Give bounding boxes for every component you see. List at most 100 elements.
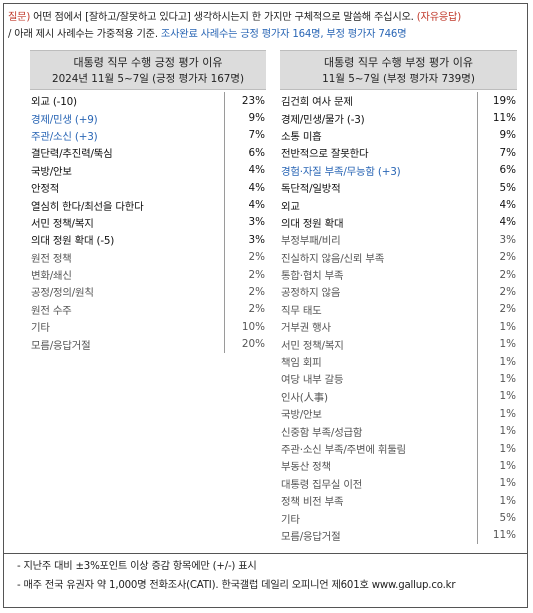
list-item: 공정/정의/원칙 2%	[30, 283, 266, 301]
reason-label: 원전 수주	[31, 304, 72, 317]
list-item: 기타 10%	[30, 318, 266, 336]
reason-label: 모름/응답거절	[31, 339, 91, 352]
list-item: 부동산 정책 1%	[280, 457, 517, 475]
list-item: 서민 정책/복지 3%	[30, 213, 266, 232]
list-item: 공정하지 않음 2%	[280, 283, 517, 301]
reason-label: 서민 정책/복지	[281, 339, 344, 352]
reason-percent: 2%	[477, 265, 517, 284]
reason-percent: 2%	[224, 248, 266, 266]
list-item: 책임 회피 1%	[280, 352, 517, 371]
reason-percent: 10%	[224, 318, 266, 336]
reason-label: 김건희 여사 문제	[281, 96, 353, 109]
footer-note-source: - 매주 전국 유권자 약 1,000명 전화조사(CATI). 한국갤럽 데일…	[17, 580, 456, 591]
reason-percent: 6%	[224, 144, 266, 162]
list-item: 안정적 4%	[30, 178, 266, 197]
list-item: 모름/응답거절 11%	[280, 526, 517, 545]
negative-panel-subtitle: 11월 5~7일 (부정 평가자 739명)	[322, 73, 475, 85]
reason-label: 통합·협치 부족	[281, 270, 344, 283]
reason-label: 의대 정원 확대	[281, 217, 344, 230]
reason-percent: 4%	[477, 196, 517, 214]
list-item: 기타 5%	[280, 509, 517, 527]
list-item: 원전 수주 2%	[30, 300, 266, 319]
report-frame	[3, 3, 528, 608]
positive-reasons-list: 외교 (-10) 23% 경제/민생 (+9) 9% 주관/소신 (+3) 7% 결단력/추…	[30, 92, 266, 353]
reason-label: 주관·소신 부족/주변에 휘둘림	[281, 444, 406, 456]
reason-label: 대통령 집무실 이전	[281, 478, 363, 491]
question-note: / 아래 제시 사례수는 가중적용 기준.	[8, 29, 161, 40]
list-item: 국방/안보 4%	[30, 161, 266, 179]
list-item: 경제/민생 (+9) 9%	[30, 109, 266, 127]
reason-label: 소통 미흡	[281, 130, 322, 143]
reason-label: 국방/안보	[31, 165, 72, 178]
reason-percent: 1%	[477, 474, 517, 492]
list-item: 국방/안보 1%	[280, 405, 517, 423]
reason-label: 기타	[281, 513, 300, 526]
reason-percent: 3%	[224, 231, 266, 249]
list-item: 신중함 부족/성급함 1%	[280, 422, 517, 440]
reason-percent: 23%	[224, 92, 266, 110]
reason-label: 공정하지 않음	[281, 287, 341, 300]
list-item: 정책 비전 부족 1%	[280, 491, 517, 510]
reason-label: 여당 내부 갈등	[281, 374, 344, 387]
reason-percent: 7%	[477, 144, 517, 162]
reason-percent: 2%	[224, 300, 266, 319]
list-item: 독단적/일방적 5%	[280, 178, 517, 197]
reason-percent: 4%	[224, 161, 266, 179]
list-item: 부정부패/비리 3%	[280, 231, 517, 249]
negative-panel-header: 대통령 직무 수행 부정 평가 이유 11월 5~7일 (부정 평가자 739명…	[280, 50, 517, 90]
reason-percent: 1%	[477, 405, 517, 423]
reason-label: 진실하지 않음/신뢰 부족	[281, 252, 385, 265]
reason-percent: 5%	[477, 509, 517, 527]
reason-label: 부동산 정책	[281, 461, 331, 474]
open-answer-label: (자유응답)	[416, 12, 461, 23]
reason-percent: 11%	[477, 109, 517, 127]
list-item: 서민 정책/복지 1%	[280, 335, 517, 353]
reason-percent: 5%	[477, 178, 517, 197]
reason-label: 부정부패/비리	[281, 235, 341, 248]
reason-percent: 2%	[224, 283, 266, 301]
reason-percent: 1%	[477, 439, 517, 458]
reason-percent: 11%	[477, 526, 517, 545]
reason-label: 의대 정원 확대 (-5)	[31, 235, 115, 248]
reason-label: 외교 (-10)	[31, 96, 77, 109]
positive-reasons-panel: 대통령 직무 수행 긍정 평가 이유 2024년 11월 5~7일 (긍정 평가…	[30, 50, 266, 353]
reason-percent: 1%	[477, 491, 517, 510]
list-item: 모름/응답거절 20%	[30, 335, 266, 353]
reason-percent: 1%	[477, 457, 517, 475]
reason-percent: 4%	[224, 178, 266, 197]
reason-label: 국방/안보	[281, 409, 322, 422]
reason-label: 직무 태도	[281, 304, 322, 317]
reason-label: 경제/민생/물가 (-3)	[281, 113, 365, 126]
reason-percent: 1%	[477, 318, 517, 336]
reason-label: 경험·자질 부족/무능함 (+3)	[281, 165, 401, 178]
reason-percent: 9%	[477, 126, 517, 145]
negative-reasons-panel: 대통령 직무 수행 부정 평가 이유 11월 5~7일 (부정 평가자 739명…	[280, 50, 517, 545]
reason-percent: 9%	[224, 109, 266, 127]
reason-percent: 1%	[477, 335, 517, 353]
list-item: 거부권 행사 1%	[280, 318, 517, 336]
positive-panel-subtitle: 2024년 11월 5~7일 (긍정 평가자 167명)	[51, 73, 245, 85]
reason-label: 모름/응답거절	[281, 530, 341, 543]
reason-label: 독단적/일방적	[281, 183, 341, 196]
positive-panel-title: 대통령 직무 수행 긍정 평가 이유	[73, 56, 223, 69]
reason-label: 신중함 부족/성급함	[281, 426, 363, 439]
reason-percent: 6%	[477, 161, 517, 179]
list-item: 전반적으로 잘못한다 7%	[280, 144, 517, 162]
list-item: 변화/쇄신 2%	[30, 265, 266, 284]
question-prefix: 질문)	[8, 12, 31, 23]
list-item: 결단력/추진력/뚝심 6%	[30, 144, 266, 162]
reason-label: 책임 회피	[281, 357, 322, 370]
list-item: 원전 정책 2%	[30, 248, 266, 266]
reason-percent: 1%	[477, 370, 517, 388]
list-item: 외교 (-10) 23%	[30, 92, 266, 110]
reason-label: 공정/정의/원칙	[31, 287, 94, 300]
footer-notes: - 지난주 대비 ±3%포인트 이상 증감 항목에만 (+/-) 표시 - 매주…	[3, 553, 528, 595]
reason-label: 열심히 한다/최선을 다한다	[31, 200, 144, 213]
footer-note-change: - 지난주 대비 ±3%포인트 이상 증감 항목에만 (+/-) 표시	[17, 561, 257, 572]
list-item: 경험·자질 부족/무능함 (+3) 6%	[280, 161, 517, 179]
reason-label: 결단력/추진력/뚝심	[31, 148, 113, 161]
question-text: 질문) 어떤 점에서 [잘하고/잘못하고 있다고] 생각하시는지 한 가지만 구…	[8, 9, 523, 43]
negative-panel-title: 대통령 직무 수행 부정 평가 이유	[323, 56, 474, 69]
reason-percent: 19%	[477, 92, 517, 110]
list-item: 대통령 집무실 이전 1%	[280, 474, 517, 492]
